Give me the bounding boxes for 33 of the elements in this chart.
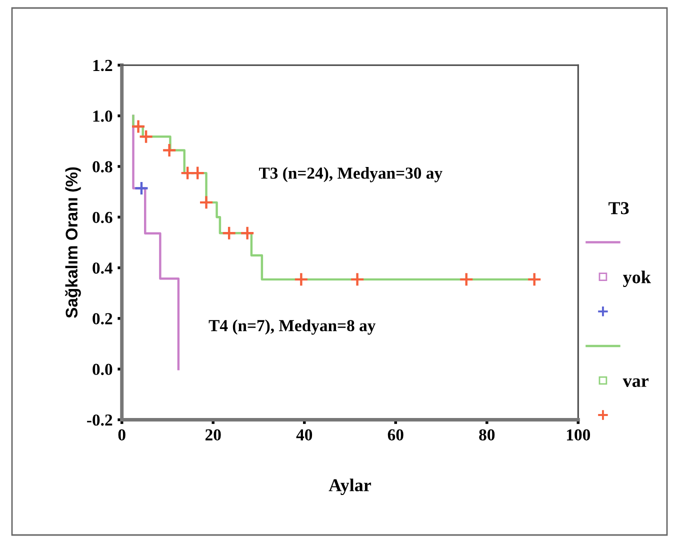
y-tick-label: 0.0 xyxy=(92,364,112,376)
annotation: T4 (n=7), Medyan=8 ay xyxy=(208,320,376,335)
x-tick-label: 100 xyxy=(566,429,590,440)
point xyxy=(130,119,146,134)
point xyxy=(350,272,365,287)
y-tick-label: 0.8 xyxy=(92,161,112,172)
x-tick-label: 60 xyxy=(388,429,404,440)
x-tick-label: 20 xyxy=(205,429,221,440)
x-tick-label: 0 xyxy=(118,429,126,440)
legend-title: T3 xyxy=(608,202,629,214)
legend-label: yok xyxy=(623,270,651,288)
point xyxy=(198,195,214,210)
point xyxy=(294,272,309,287)
y-tick-label: 1.0 xyxy=(93,110,112,122)
y-tick-label: 0.6 xyxy=(92,212,112,224)
x-tick-label: 40 xyxy=(296,429,312,440)
point xyxy=(190,166,205,180)
point xyxy=(459,272,474,287)
y-tick-label: 0.4 xyxy=(92,262,113,274)
legend-label: var xyxy=(622,378,648,387)
point xyxy=(526,272,542,287)
x-axis-title: Aylar xyxy=(328,478,372,496)
x-tick-label: 80 xyxy=(479,429,495,440)
y-tick-label: 0.2 xyxy=(92,313,112,324)
y-tick-label: -0.2 xyxy=(87,414,112,426)
y-axis-title: Sağkalım Oranı (%) xyxy=(65,167,81,318)
annotation: T3 (n=24), Medyan=30 ay xyxy=(259,167,442,182)
point xyxy=(240,226,255,240)
point xyxy=(162,142,177,158)
point xyxy=(134,180,149,196)
y-tick-label: 1.2 xyxy=(93,60,112,72)
point xyxy=(222,226,236,240)
point xyxy=(138,129,154,144)
